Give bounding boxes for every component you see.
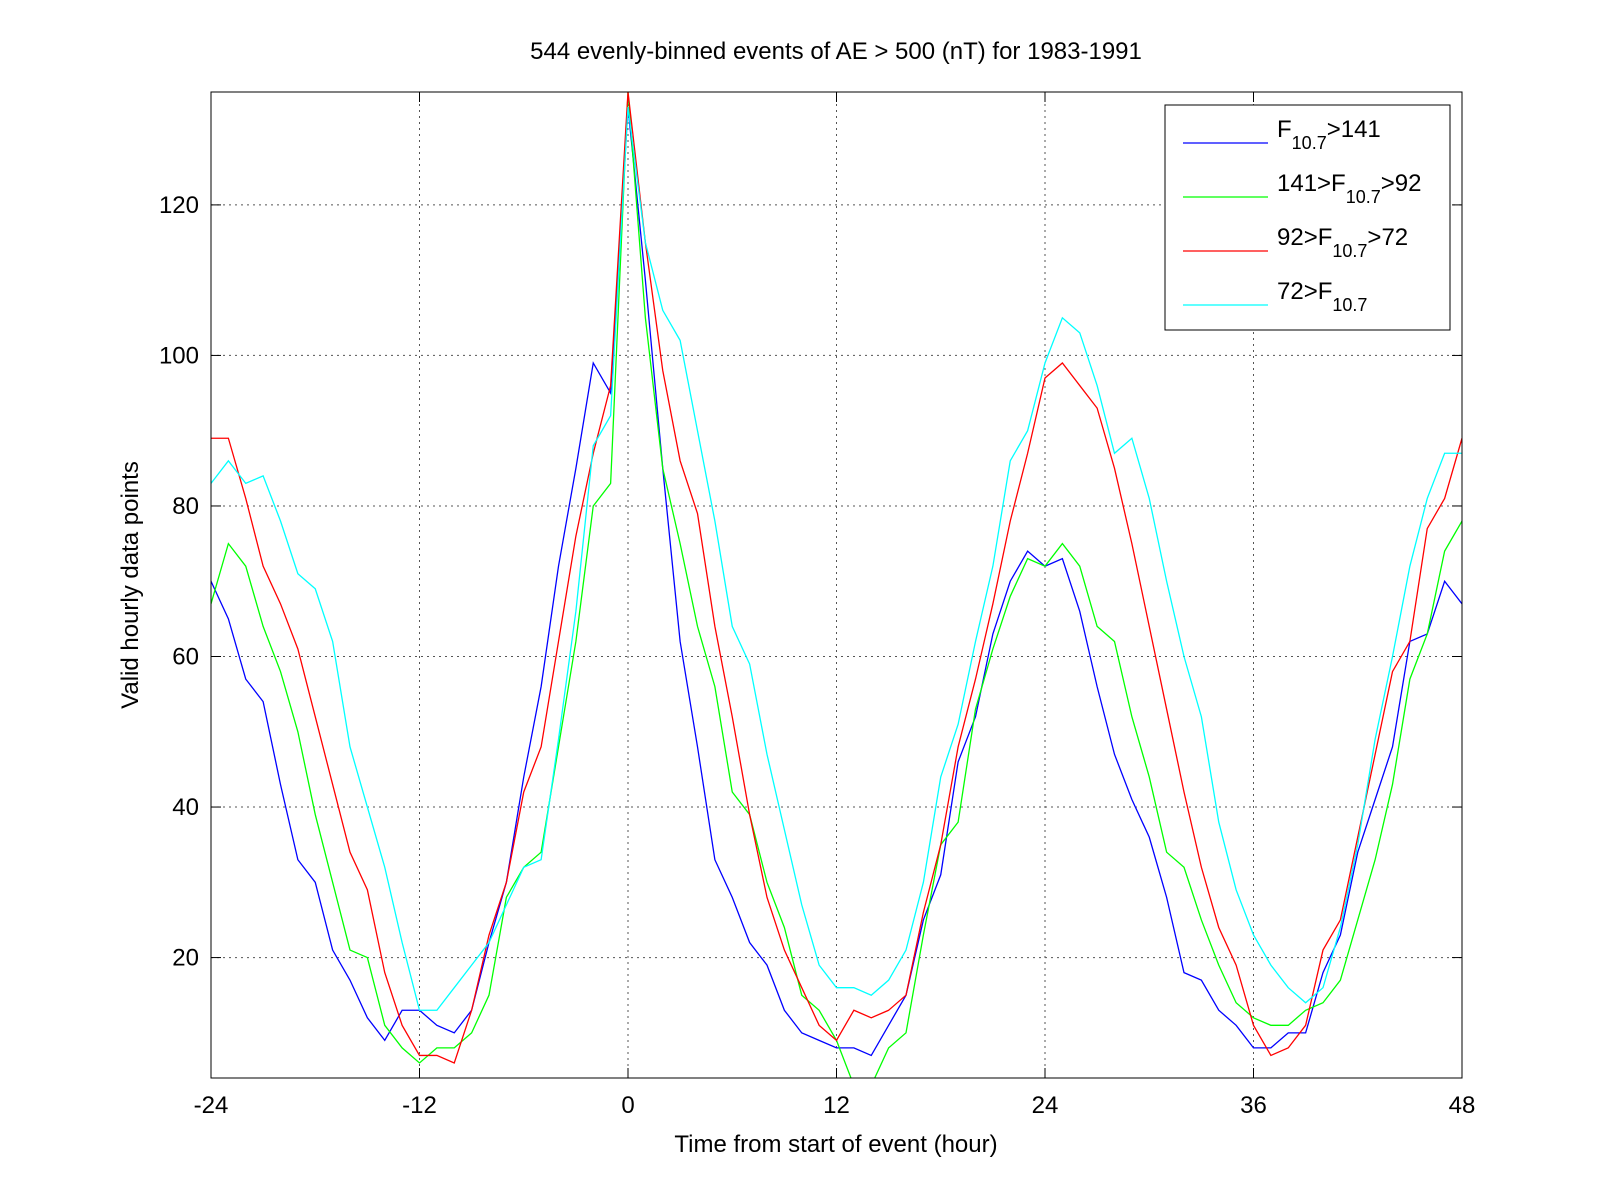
series-line [211,92,1462,1064]
y-tick-label: 40 [172,794,199,821]
legend-text: 72>F [1277,278,1332,305]
x-tick-label: -24 [194,1092,229,1119]
y-axis-label: Valid hourly data points [117,461,144,709]
x-tick-label: 0 [621,1092,634,1119]
x-tick-label: 24 [1032,1092,1059,1119]
plot-frame [210,91,1463,1079]
legend-subscript: 10.7 [1292,133,1327,153]
series-line [211,106,1462,1011]
x-tick-label: 48 [1449,1092,1476,1119]
y-tick-label: 60 [172,644,199,671]
legend-subscript: 10.7 [1332,295,1367,315]
legend-subscript: 10.7 [1346,187,1381,207]
x-tick-label: -12 [402,1092,437,1119]
y-tick-label: 80 [172,493,199,520]
plot-lines [211,92,1462,1078]
legend-text: F [1277,116,1292,143]
chart-title: 544 evenly-binned events of AE > 500 (nT… [530,38,1142,65]
x-axis-label: Time from start of event (hour) [674,1131,997,1158]
y-tick-label: 100 [159,342,199,369]
legend-label: 92>F10.7>72 [1277,224,1408,261]
y-tick-label: 20 [172,945,199,972]
legend-subscript: 10.7 [1332,241,1367,261]
x-tick-label: 36 [1240,1092,1267,1119]
y-tick-label: 120 [159,192,199,219]
legend-text: 141>F [1277,170,1346,197]
legend-text: 92>F [1277,224,1332,251]
legend-text: >72 [1367,224,1408,251]
legend-label: 72>F10.7 [1277,278,1367,315]
legend-label: F10.7>141 [1277,116,1381,153]
x-tick-label: 12 [823,1092,850,1119]
legend-text: >141 [1327,116,1381,143]
legend-label: 141>F10.7>92 [1277,170,1421,207]
legend-text: >92 [1381,170,1422,197]
